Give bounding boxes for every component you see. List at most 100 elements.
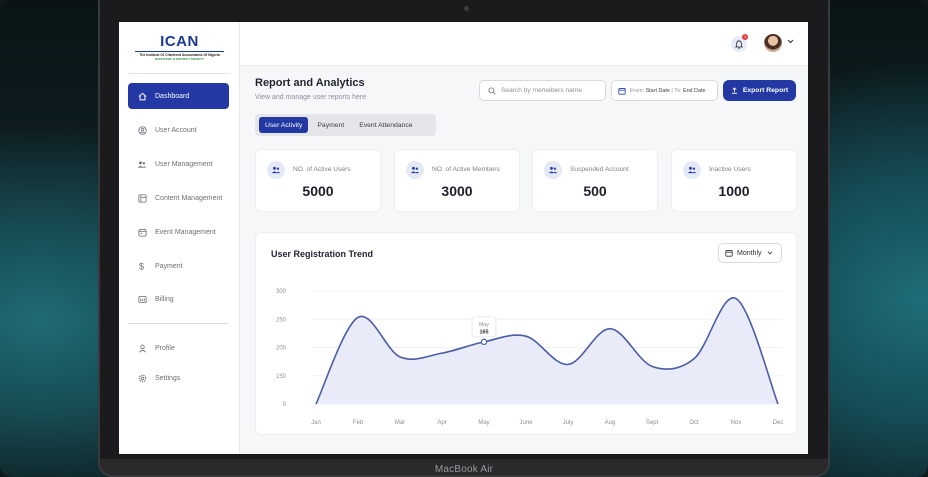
- period-label: Monthly: [737, 249, 762, 257]
- sidebar-item-payment[interactable]: $ Payment: [128, 253, 229, 279]
- x-tick-label: Dec: [773, 420, 784, 426]
- app-screen: ICAN The Institute Of Chartered Accounta…: [119, 22, 808, 454]
- home-icon: [137, 91, 147, 101]
- x-tick-label: July: [563, 420, 574, 426]
- trend-area: [316, 297, 778, 404]
- y-tick-label: 300: [276, 289, 287, 295]
- logo-rule: [135, 51, 224, 52]
- y-tick-label: 150: [276, 374, 287, 380]
- dollar-icon: $: [137, 261, 147, 271]
- tab-payment[interactable]: Payment: [317, 121, 345, 129]
- stat-value: 1000: [718, 183, 750, 199]
- y-tick-label: 200: [276, 346, 287, 352]
- sidebar-item-label: User Account: [155, 126, 197, 134]
- sidebar-item-user-management[interactable]: User Management: [128, 151, 229, 177]
- export-report-button[interactable]: Export Report: [723, 80, 796, 101]
- laptop-brand-bar: MacBook Air: [100, 459, 828, 475]
- x-tick-label: Sept: [646, 420, 659, 426]
- stat-value: 5000: [302, 183, 334, 199]
- users-icon: [137, 159, 147, 169]
- logo-divider: [129, 73, 230, 74]
- camera: [464, 6, 469, 11]
- date-from-value: Start Date: [645, 87, 670, 94]
- sidebar-item-label: Dashboard: [155, 92, 190, 100]
- stat-value: 500: [583, 183, 607, 199]
- calendar-icon: [725, 250, 733, 257]
- sidebar-item-profile[interactable]: Profile: [128, 335, 229, 361]
- y-tick-label: 250: [276, 317, 287, 323]
- sidebar-item-settings[interactable]: Settings: [128, 365, 229, 391]
- sidebar-item-dashboard[interactable]: Dashboard: [128, 83, 229, 109]
- sidebar-item-label: Profile: [155, 344, 175, 352]
- svg-text:$: $: [139, 262, 144, 271]
- search-placeholder: Search by memebers name: [501, 87, 582, 94]
- stat-label: NO. of Active Members: [432, 166, 500, 173]
- laptop-brand-label: MacBook Air: [434, 464, 494, 475]
- stat-label: Inactive Users: [709, 166, 751, 173]
- sidebar-item-label: Event Management: [155, 228, 216, 236]
- x-tick-label: May: [478, 420, 489, 426]
- chevron-down-icon[interactable]: [787, 39, 794, 44]
- date-to-label: To: [674, 87, 680, 94]
- registration-trend-card: User Registration Trend Monthly 300 250 20…: [255, 232, 797, 435]
- sidebar-item-label: User Management: [155, 160, 213, 168]
- x-tick-label: Oct: [689, 420, 699, 426]
- y-tick-label: 0: [283, 402, 287, 408]
- date-from-label: From: [630, 87, 643, 94]
- sidebar-item-label: Billing: [155, 295, 174, 303]
- export-report-label: Export Report: [742, 87, 789, 94]
- trend-line: [315, 297, 779, 405]
- search-input[interactable]: Search by memebers name: [479, 80, 606, 101]
- top-header: 1: [240, 22, 808, 66]
- registration-trend-chart: 300 250 200 150 0 Jan Feb Mar Apr May June July Aug S…: [276, 289, 784, 426]
- x-tick-label: Aug: [605, 420, 616, 426]
- avatar[interactable]: [764, 34, 782, 52]
- bell-icon: [735, 39, 743, 49]
- logo-line2: BURUKURU & DISTRICT SOCIETY: [154, 57, 204, 61]
- date-range-picker[interactable]: From : Start Date | To : End Date: [611, 80, 718, 101]
- date-to-value: End Date: [682, 87, 706, 94]
- ican-logo[interactable]: ICAN The Institute Of Chartered Accounta…: [129, 34, 230, 70]
- stat-card-active-users: NO. of Active Users 5000: [255, 149, 381, 212]
- stat-card-suspended-account: Suspended Account 500: [532, 149, 658, 212]
- sidebar-item-user-account[interactable]: User Account: [128, 117, 229, 143]
- period-select[interactable]: Monthly: [718, 243, 782, 263]
- x-tick-label: Jan: [311, 420, 321, 426]
- x-tick-label: Apr: [437, 420, 446, 426]
- tab-event-attendance[interactable]: Event Attendance: [359, 121, 413, 129]
- chart-title: User Registration Trend: [271, 249, 374, 259]
- users-icon: [406, 161, 424, 179]
- tooltip-point: [480, 338, 488, 346]
- sidebar-item-label: Payment: [155, 262, 183, 270]
- calendar-icon: [137, 227, 147, 237]
- stat-label: NO. of Active Users: [293, 166, 351, 173]
- sidebar-divider: [128, 323, 229, 324]
- content-icon: [137, 193, 147, 203]
- users-icon: [683, 161, 701, 179]
- sidebar-item-event-management[interactable]: Event Management: [128, 219, 229, 245]
- notification-badge: 1: [742, 34, 748, 40]
- x-tick-label: Nov: [731, 420, 742, 426]
- page-title: Report and Analytics: [255, 77, 365, 89]
- stat-card-active-members: NO. of Active Members 3000: [394, 149, 520, 212]
- tab-user-activity[interactable]: User Activity: [259, 117, 309, 133]
- sidebar-item-content-management[interactable]: Content Management: [128, 185, 229, 211]
- sidebar-item-billing[interactable]: Billing: [128, 286, 229, 312]
- notification-button[interactable]: 1: [731, 34, 748, 52]
- billing-icon: [137, 294, 147, 304]
- page-subtitle: View and manage user reports here: [255, 94, 367, 101]
- tooltip-value: 165: [480, 329, 489, 335]
- upload-icon: [731, 87, 737, 94]
- chevron-down-icon: [767, 251, 772, 255]
- sidebar: ICAN The Institute Of Chartered Accounta…: [119, 22, 240, 454]
- report-tabs: User Activity Payment Event Attendance: [255, 114, 436, 136]
- stat-label: Suspended Account: [570, 166, 629, 173]
- sidebar-item-label: Content Management: [155, 194, 223, 202]
- stat-value: 3000: [441, 183, 473, 199]
- x-tick-label: Feb: [353, 420, 364, 426]
- stat-card-inactive-users: Inactive Users 1000: [671, 149, 797, 212]
- search-icon: [488, 86, 496, 95]
- tooltip-box: [471, 316, 497, 338]
- x-tick-label: June: [519, 420, 533, 426]
- users-icon: [544, 161, 562, 179]
